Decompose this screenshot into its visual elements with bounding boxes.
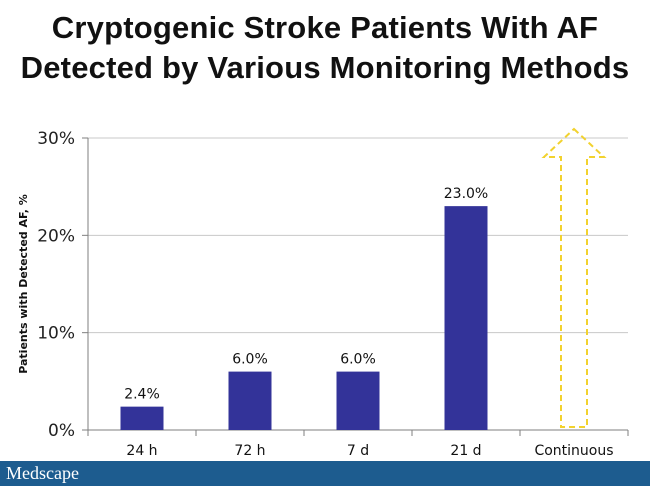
chart-title-line-2: Detected by Various Monitoring Methods (20, 50, 630, 85)
medscape-logo: Medscape (6, 463, 79, 483)
y-tick-label: 20% (37, 226, 75, 246)
data-label: 23.0% (444, 186, 488, 202)
bar (120, 406, 164, 430)
bar (228, 371, 272, 430)
y-tick-label: 30% (37, 129, 75, 149)
data-label: 6.0% (340, 352, 376, 368)
footer-bar: Medscape (0, 461, 650, 486)
y-axis-label: Patients with Detected AF, % (17, 194, 30, 374)
x-tick-label: 7 d (347, 443, 369, 459)
chart-title: Cryptogenic Stroke Patients With AF Dete… (0, 8, 650, 88)
x-tick-label: Continuous (534, 443, 613, 459)
y-tick-label: 0% (48, 421, 75, 441)
x-tick-label: 24 h (126, 443, 157, 459)
x-tick-label: 21 d (450, 443, 481, 459)
data-label: 6.0% (232, 352, 268, 368)
data-label: 2.4% (124, 387, 160, 403)
chart-title-line-1: Cryptogenic Stroke Patients With AF (51, 10, 599, 45)
dashed-up-arrow-icon (541, 127, 607, 428)
bar-chart: 0% 10% 20% 30% 2.4% 24 h 6.0% 72 h 6.0% 7 d 23.0% 2… (17, 127, 629, 459)
bar (444, 206, 488, 430)
bar (336, 371, 380, 430)
y-tick-label: 10% (37, 324, 75, 344)
x-tick-label: 72 h (234, 443, 265, 459)
